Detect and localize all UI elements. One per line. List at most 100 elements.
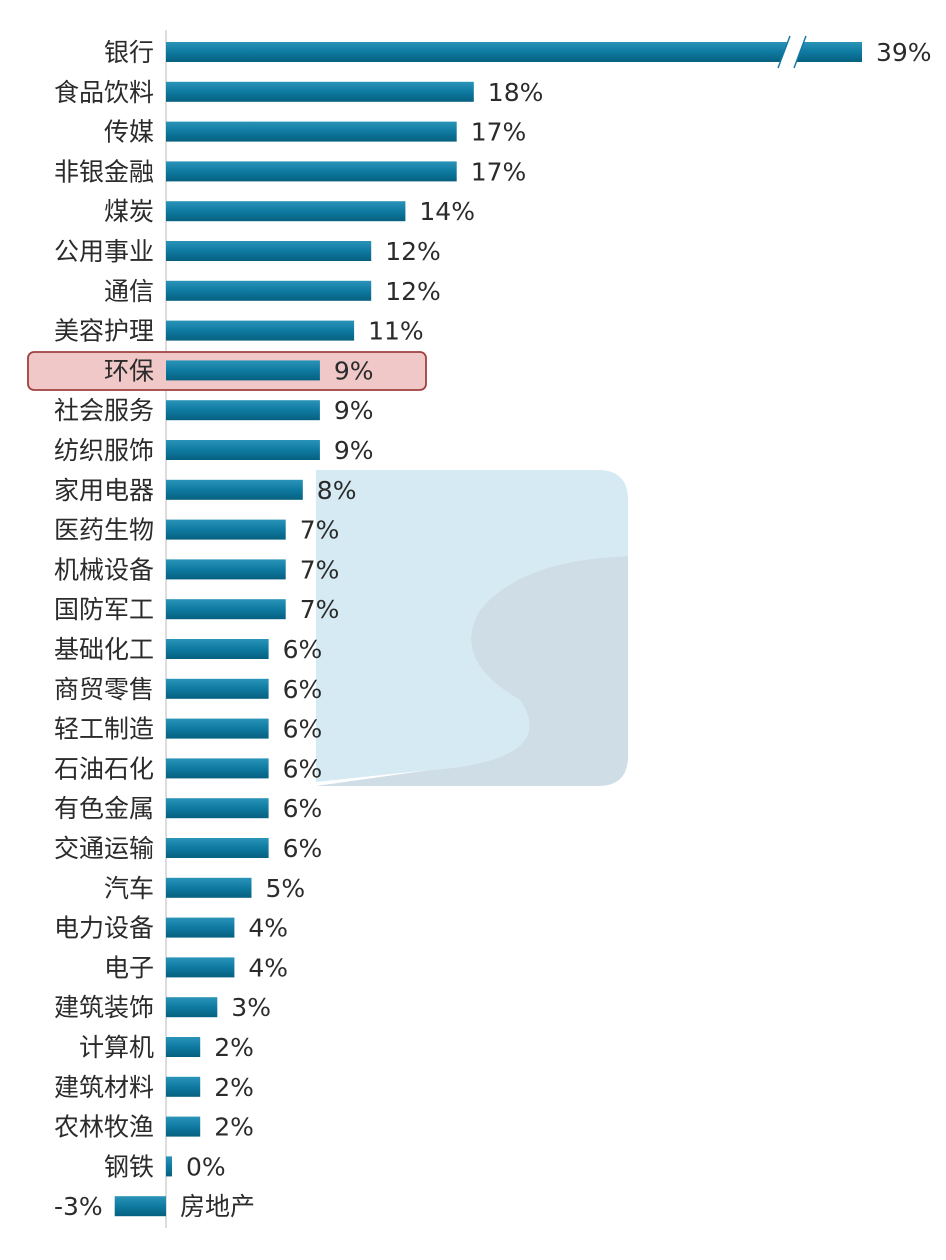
value-label-16: 6% bbox=[283, 635, 323, 664]
bar-7 bbox=[166, 280, 372, 301]
category-label-20: 有色金属 bbox=[54, 794, 154, 823]
category-label-3: 传媒 bbox=[104, 118, 154, 147]
category-label-6: 公用事业 bbox=[54, 237, 154, 266]
value-label-17: 6% bbox=[283, 675, 323, 704]
bar-24 bbox=[166, 957, 235, 978]
bar-25 bbox=[166, 997, 218, 1018]
axis-break-mark bbox=[778, 36, 806, 68]
value-label-18: 6% bbox=[283, 715, 323, 744]
value-label-24: 4% bbox=[248, 953, 288, 982]
value-label-4: 17% bbox=[471, 157, 527, 186]
bar-11 bbox=[166, 440, 320, 460]
bar-13 bbox=[166, 519, 286, 540]
category-label-25: 建筑装饰 bbox=[54, 993, 154, 1022]
watermark-shape-dark bbox=[316, 556, 628, 786]
value-label-22: 5% bbox=[266, 874, 306, 903]
category-label-18: 轻工制造 bbox=[54, 715, 154, 744]
value-label-3: 17% bbox=[471, 118, 527, 147]
category-label-4: 非银金融 bbox=[54, 157, 154, 186]
value-label-8: 11% bbox=[368, 317, 424, 346]
value-label-13: 7% bbox=[300, 516, 340, 545]
value-label-9: 9% bbox=[334, 356, 374, 385]
category-label-21: 交通运输 bbox=[54, 834, 154, 863]
value-label-6: 12% bbox=[385, 237, 441, 266]
value-label-14: 7% bbox=[300, 555, 340, 584]
value-label-21: 6% bbox=[283, 834, 323, 863]
bar-12 bbox=[166, 479, 303, 500]
value-label-27: 2% bbox=[214, 1073, 254, 1102]
value-label-10: 9% bbox=[334, 396, 374, 425]
bar-22 bbox=[166, 877, 252, 898]
bar-2 bbox=[166, 81, 474, 102]
category-label-29: 钢铁 bbox=[104, 1152, 154, 1181]
category-label-2: 食品饮料 bbox=[54, 78, 154, 107]
category-label-23: 电力设备 bbox=[54, 914, 154, 943]
bar-17 bbox=[166, 678, 269, 699]
category-label-14: 机械设备 bbox=[54, 555, 154, 584]
category-labels-group: 银行食品饮料传媒非银金融煤炭公用事业通信美容护理环保社会服务纺织服饰家用电器医药… bbox=[54, 38, 255, 1221]
bar-29 bbox=[166, 1156, 172, 1177]
bar-3 bbox=[166, 121, 457, 142]
bar-26 bbox=[166, 1037, 201, 1057]
value-label-11: 9% bbox=[334, 436, 374, 465]
bars-group bbox=[114, 35, 862, 1217]
category-label-1: 银行 bbox=[104, 38, 154, 67]
bar-21 bbox=[166, 838, 269, 858]
category-label-19: 石油石化 bbox=[54, 754, 154, 783]
value-label-19: 6% bbox=[283, 754, 323, 783]
value-label-26: 2% bbox=[214, 1033, 254, 1062]
value-label-15: 7% bbox=[300, 595, 340, 624]
value-label-28: 2% bbox=[214, 1113, 254, 1142]
bar-28 bbox=[166, 1116, 201, 1137]
value-label-30: -3% bbox=[54, 1192, 103, 1221]
category-label-11: 纺织服饰 bbox=[54, 436, 154, 465]
axis-break-line-1 bbox=[777, 35, 791, 69]
category-label-30: 房地产 bbox=[180, 1192, 255, 1221]
category-label-9: 环保 bbox=[104, 356, 154, 385]
category-label-7: 通信 bbox=[104, 277, 154, 306]
axis-break-line-2 bbox=[793, 35, 807, 69]
bar-30 bbox=[114, 1196, 166, 1217]
category-label-16: 基础化工 bbox=[54, 635, 154, 664]
bar-8 bbox=[166, 320, 355, 341]
category-label-13: 医药生物 bbox=[54, 516, 154, 545]
bar-16 bbox=[166, 639, 269, 659]
bar-20 bbox=[166, 798, 269, 819]
bar-6 bbox=[166, 241, 372, 261]
bar-1 bbox=[166, 42, 862, 62]
value-label-29: 0% bbox=[186, 1152, 226, 1181]
bar-23 bbox=[166, 917, 235, 938]
category-label-5: 煤炭 bbox=[104, 197, 154, 226]
value-label-5: 14% bbox=[419, 197, 475, 226]
watermark-logo bbox=[316, 470, 628, 786]
category-label-24: 电子 bbox=[104, 953, 154, 982]
category-label-27: 建筑材料 bbox=[54, 1073, 154, 1102]
bar-19 bbox=[166, 758, 269, 779]
value-label-1: 39% bbox=[876, 38, 932, 67]
value-label-7: 12% bbox=[385, 277, 441, 306]
watermark-shape-light bbox=[316, 470, 628, 782]
bar-10 bbox=[166, 400, 320, 421]
category-label-8: 美容护理 bbox=[54, 317, 154, 346]
category-label-26: 计算机 bbox=[79, 1033, 154, 1062]
bar-15 bbox=[166, 599, 286, 620]
category-label-10: 社会服务 bbox=[54, 396, 154, 425]
bar-27 bbox=[166, 1076, 201, 1097]
bar-14 bbox=[166, 559, 286, 580]
category-label-17: 商贸零售 bbox=[54, 675, 154, 704]
value-label-25: 3% bbox=[231, 993, 271, 1022]
category-label-22: 汽车 bbox=[104, 874, 154, 903]
value-labels-group: 39% 18% 17% 17% 14% 12% 12% 11% 9% 9% 9% 8% 7% 7% 7% 6%… bbox=[54, 38, 932, 1221]
bar-5 bbox=[166, 201, 406, 222]
value-label-20: 6% bbox=[283, 794, 323, 823]
value-label-23: 4% bbox=[248, 914, 288, 943]
category-label-28: 农林牧渔 bbox=[54, 1113, 154, 1142]
bar-18 bbox=[166, 718, 269, 739]
category-label-15: 国防军工 bbox=[54, 595, 154, 624]
category-label-12: 家用电器 bbox=[54, 476, 154, 505]
value-label-2: 18% bbox=[488, 78, 544, 107]
value-label-12: 8% bbox=[317, 476, 357, 505]
bar-9 bbox=[166, 360, 320, 381]
bar-4 bbox=[166, 161, 457, 182]
